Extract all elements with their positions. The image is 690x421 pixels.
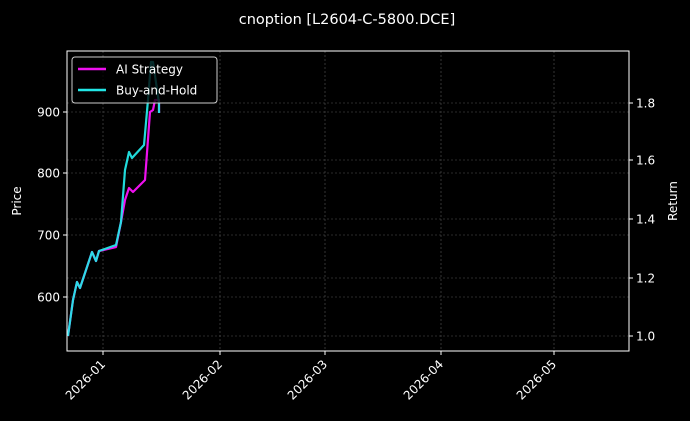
- y2-tick-label: 1.8: [636, 97, 655, 111]
- legend-label-buy-and-hold: Buy-and-Hold: [116, 84, 197, 98]
- legend-box: [71, 56, 218, 104]
- grid: [67, 51, 629, 351]
- y2-axis-title: Return: [666, 181, 680, 221]
- y-tick-label: 900: [37, 106, 60, 120]
- y2-tick-label: 1.0: [636, 330, 655, 344]
- legend: AI Strategy Buy-and-Hold: [71, 56, 218, 104]
- y-axis-right: 1.0 1.2 1.4 1.6 1.8: [629, 97, 655, 344]
- y-tick-label: 700: [37, 229, 60, 243]
- y-axis-title: Price: [10, 186, 24, 215]
- y2-tick-label: 1.2: [636, 272, 655, 286]
- y2-tick-label: 1.6: [636, 154, 655, 168]
- y-tick-label: 800: [37, 167, 60, 181]
- plot-frame: [66, 50, 630, 352]
- legend-label-ai-strategy: AI Strategy: [116, 63, 183, 77]
- y-tick-label: 600: [37, 291, 60, 305]
- chart-title: cnoption [L2604-C-5800.DCE]: [239, 12, 455, 28]
- y-axis-left: 600 700 800 900: [37, 106, 67, 305]
- y2-tick-label: 1.4: [636, 213, 655, 227]
